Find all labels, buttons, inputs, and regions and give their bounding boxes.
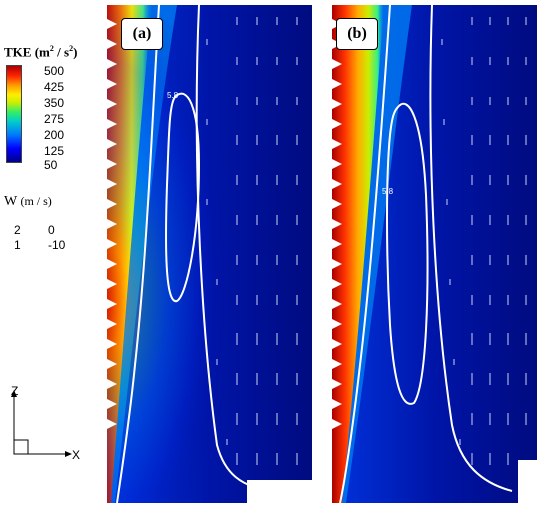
tke-tick: 275 — [44, 112, 65, 126]
panel-b-contour-label: 5.8 — [382, 187, 394, 196]
tke-tick: 50 — [44, 158, 58, 172]
tke-tick: 125 — [44, 144, 65, 158]
tke-legend-title: TKE (m2 / s2) — [4, 44, 78, 60]
coordinate-axes — [11, 390, 72, 457]
tke-tick: 350 — [44, 96, 65, 110]
panel-b-label: (b) — [336, 18, 378, 50]
tke-tick: 425 — [44, 80, 65, 94]
w-legend-title: W (m / s) — [4, 194, 52, 209]
panel-a-field — [107, 5, 312, 503]
panel-a: (a) 5.8 — [107, 5, 312, 503]
panel-a-contour-label: 5.8 — [167, 91, 179, 100]
tke-tick: 200 — [44, 128, 65, 142]
panel-b: (b) 5.8 — [332, 5, 537, 503]
w-legend-value: -10 — [48, 238, 66, 252]
panel-a-label: (a) — [121, 18, 163, 50]
tke-tick: 500 — [44, 64, 65, 78]
w-legend-level: 1 — [14, 238, 21, 252]
panel-b-field — [332, 5, 537, 503]
tke-colorbar — [6, 65, 22, 163]
w-legend-level: 2 — [14, 223, 21, 237]
w-legend-value: 0 — [48, 223, 55, 237]
x-axis-label: X — [72, 448, 81, 462]
z-axis-label: Z — [11, 384, 19, 398]
